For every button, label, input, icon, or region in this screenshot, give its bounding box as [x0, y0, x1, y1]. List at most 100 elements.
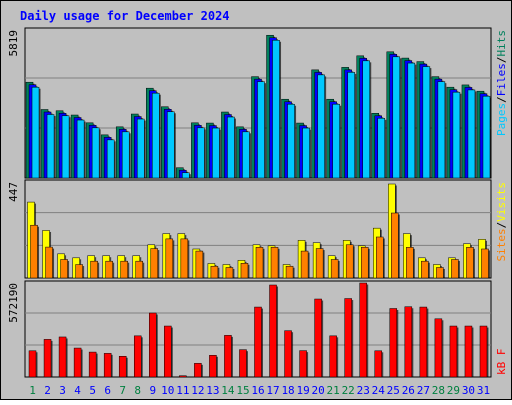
bar — [422, 66, 431, 179]
x-tick-label: 6 — [104, 384, 111, 397]
bar — [227, 116, 235, 179]
bar — [212, 127, 220, 179]
bar — [392, 56, 401, 179]
legend-text: Sites/Visits — [495, 182, 508, 262]
bar — [105, 260, 113, 279]
x-tick-label: 5 — [89, 384, 96, 397]
bar — [45, 246, 53, 279]
legend: Sites/Visits — [495, 182, 508, 262]
legend-item: / — [495, 96, 508, 103]
x-tick-label: 18 — [281, 384, 294, 397]
bar — [28, 350, 37, 378]
bar — [73, 347, 82, 378]
legend-item: Hits — [495, 30, 508, 57]
bar — [90, 260, 98, 279]
x-tick-label: 14 — [221, 384, 235, 397]
x-tick-label: 25 — [387, 384, 400, 397]
x-tick-label: 7 — [119, 384, 126, 397]
bar — [58, 336, 67, 378]
bar — [180, 238, 189, 279]
series-sites — [30, 212, 490, 279]
bar — [406, 247, 414, 279]
x-tick-label: 4 — [74, 384, 81, 397]
bar — [43, 339, 52, 378]
x-tick-label: 3 — [59, 384, 66, 397]
bar — [302, 127, 310, 179]
chart-panels: 5819Pages/Files/Hits447Sites/Visits57219… — [7, 27, 508, 378]
x-tick-label: 15 — [236, 384, 249, 397]
legend-item: Sites — [495, 228, 508, 261]
bar — [254, 306, 262, 378]
bar — [103, 353, 112, 378]
panel-middle: 447 Sites/Visits — [7, 179, 508, 279]
x-tick-label: 8 — [134, 384, 141, 397]
bar — [121, 131, 130, 179]
series-pages — [31, 40, 492, 179]
x-tick-label: 27 — [417, 384, 430, 397]
bar — [467, 89, 476, 179]
bar — [225, 267, 234, 279]
bar — [434, 318, 443, 378]
bar — [374, 350, 383, 378]
bar — [135, 260, 143, 279]
bar — [344, 298, 352, 378]
chart-title: Daily usage for December 2024 — [20, 9, 230, 23]
bar — [91, 127, 100, 179]
bar — [255, 247, 264, 279]
legend: kB F — [495, 349, 508, 376]
x-tick-label: 26 — [402, 384, 415, 397]
bar — [61, 115, 70, 179]
bar — [315, 248, 324, 279]
bar — [466, 247, 474, 279]
panel-bottom: 572190 kB F — [7, 280, 508, 378]
bar — [329, 335, 337, 378]
x-tick-label: 16 — [251, 384, 264, 397]
x-tick-label: 2 — [44, 384, 51, 397]
bar — [347, 72, 355, 179]
x-tick-label: 12 — [191, 384, 204, 397]
bar — [46, 114, 55, 179]
bar — [391, 212, 399, 279]
x-tick-label: 1 — [29, 384, 36, 397]
legend-text: Pages/Files/Hits — [495, 30, 508, 136]
bar — [167, 111, 175, 179]
bar — [88, 351, 97, 378]
bar — [164, 325, 172, 378]
legend: Pages/Files/Hits — [495, 30, 508, 136]
y-axis-max-label: 572190 — [7, 283, 20, 323]
x-tick-label: 22 — [342, 384, 355, 397]
bar — [179, 375, 187, 378]
bar — [314, 298, 322, 378]
x-axis-labels: 1 2 3 4 5 6 7 8 9 10 11 12 13 14 15 16 17 18 19 20 21 22 23 24 2… — [29, 384, 490, 397]
legend-item: Visits — [495, 182, 508, 222]
bar — [239, 349, 247, 378]
series-kb-f — [28, 282, 489, 378]
bar — [242, 131, 250, 179]
legend-item: / — [495, 222, 508, 229]
x-tick-label: 23 — [357, 384, 370, 397]
bar — [332, 103, 340, 179]
legend-item: Files — [495, 63, 508, 96]
x-tick-label: 13 — [206, 384, 219, 397]
bar — [389, 308, 398, 378]
bar — [376, 236, 384, 279]
bar — [210, 265, 219, 279]
bar — [359, 282, 367, 378]
x-tick-label: 11 — [176, 384, 189, 397]
bar — [299, 350, 307, 378]
bar — [345, 244, 354, 279]
y-axis-max-label: 447 — [7, 182, 20, 202]
bar — [240, 263, 249, 279]
bar — [285, 265, 294, 279]
legend-item: Pages — [495, 103, 508, 136]
bar — [165, 238, 174, 279]
bar — [377, 118, 386, 179]
bar — [209, 355, 217, 378]
x-tick-label: 17 — [266, 384, 279, 397]
bar — [436, 267, 444, 279]
x-tick-label: 21 — [327, 384, 340, 397]
x-tick-label: 19 — [296, 384, 309, 397]
bar — [330, 259, 339, 279]
